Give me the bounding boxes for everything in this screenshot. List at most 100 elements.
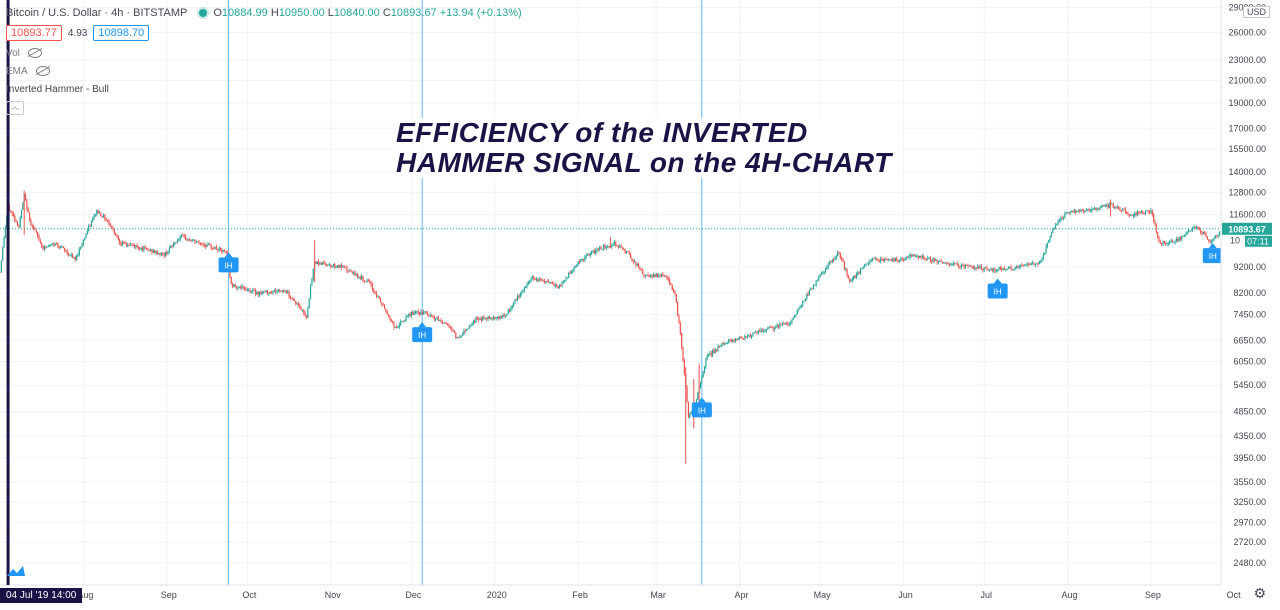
candle-body <box>775 325 777 329</box>
candle-body <box>865 263 867 266</box>
candle-body <box>939 260 941 262</box>
candle-body <box>498 317 500 319</box>
candle-body <box>683 360 685 374</box>
symbol-title[interactable]: Bitcoin / U.S. Dollar · 4h · BITSTAMP <box>6 7 188 19</box>
time-tick-label: Jun <box>898 590 913 600</box>
candle-body <box>596 248 598 251</box>
price-tick-label: 21000.00 <box>1228 76 1266 86</box>
candle-body <box>916 255 918 257</box>
candle-body <box>716 349 718 351</box>
candle-body <box>176 239 179 244</box>
eye-hidden-icon[interactable] <box>27 48 42 58</box>
candle-body <box>457 337 460 339</box>
candle-body <box>635 261 637 266</box>
candle-body <box>896 258 898 261</box>
currency-badge[interactable]: USD <box>1242 6 1270 18</box>
candle-body <box>305 315 308 318</box>
candle-body <box>565 278 567 281</box>
price-tick-label: 15500.00 <box>1228 144 1266 154</box>
candle-body <box>307 307 309 318</box>
candle-body <box>1153 214 1155 222</box>
candle-body <box>137 246 140 249</box>
candle-body <box>804 299 806 302</box>
candle-body <box>1061 217 1063 219</box>
candle-body <box>151 249 153 253</box>
candle-body <box>1158 236 1160 242</box>
candle-body <box>547 281 550 283</box>
candle-body <box>1100 206 1102 209</box>
candle-body <box>720 345 722 347</box>
candle-body <box>483 317 485 319</box>
candle-body <box>1013 269 1015 271</box>
candle-body <box>47 246 50 248</box>
candle-body <box>1091 209 1093 211</box>
candle-body <box>449 326 452 329</box>
buy-price-button[interactable]: 10898.70 <box>93 25 150 41</box>
candle-body <box>359 277 361 279</box>
candle-body <box>1107 204 1109 208</box>
candle-body <box>954 263 956 265</box>
indicator-vol[interactable]: Vol <box>6 44 522 62</box>
candle-body <box>1072 210 1074 213</box>
tradingview-logo-icon[interactable] <box>6 564 26 578</box>
candle-body <box>72 254 74 258</box>
candle-body <box>229 268 231 277</box>
candle-body <box>1022 265 1024 267</box>
time-axis-background[interactable] <box>0 585 1280 605</box>
candle-body <box>851 279 854 281</box>
indicator-inverted-hammer[interactable]: Inverted Hammer - Bull <box>6 80 522 98</box>
candle-body <box>1041 258 1043 262</box>
candle-body <box>642 269 644 275</box>
candle-body <box>199 242 201 245</box>
candle-body <box>159 253 161 255</box>
candle-body <box>518 296 520 298</box>
candle-body <box>404 320 406 322</box>
candle-body <box>1124 209 1126 212</box>
candle-body <box>572 270 574 272</box>
candle-body <box>301 309 304 311</box>
candle-body <box>51 244 54 245</box>
candle-body <box>991 268 993 271</box>
candle-body <box>677 302 679 316</box>
candle-body <box>857 272 859 275</box>
price-axis[interactable]: 29000.0026000.0023000.0021000.0019000.00… <box>1228 3 1266 568</box>
candle-body <box>949 264 952 266</box>
candle-body <box>615 242 617 246</box>
candle-body <box>726 342 728 344</box>
candle-body <box>1064 213 1066 218</box>
signal-marker-arrow <box>993 278 1002 284</box>
candle-body <box>597 248 599 250</box>
candle-body <box>554 284 556 287</box>
price-axis-background[interactable] <box>1221 0 1280 585</box>
candle-body <box>880 258 882 262</box>
eye-hidden-icon[interactable] <box>35 66 50 76</box>
candle-body <box>276 291 278 293</box>
candle-body <box>214 246 216 249</box>
candle-body <box>1142 211 1144 214</box>
candle-body <box>1038 261 1040 265</box>
candle-body <box>42 246 44 250</box>
signal-marker <box>412 327 433 343</box>
candle-body <box>815 280 817 285</box>
candle-body <box>1017 266 1019 268</box>
candle-body <box>636 263 638 266</box>
candle-body <box>426 312 429 316</box>
candle-body <box>1154 221 1156 225</box>
candle-body <box>492 317 495 320</box>
chevron-up-icon[interactable]: ︿ <box>6 101 24 115</box>
candle-body <box>679 323 681 334</box>
candle-body <box>772 327 774 330</box>
sell-price-button[interactable]: 10893.77 <box>6 25 62 41</box>
candle-body <box>920 256 922 258</box>
indicator-ema[interactable]: EMA <box>6 62 522 80</box>
candle-body <box>205 245 207 247</box>
gear-icon[interactable]: ⚙ <box>1253 585 1266 601</box>
candle-body <box>324 262 326 265</box>
time-axis[interactable]: Aug Sep Oct Nov Dec 2020 Feb Mar Apr May Jun Jul Aug… <box>77 590 1241 600</box>
candle-body <box>128 245 130 246</box>
candle-body <box>390 319 392 323</box>
candle-body <box>297 303 300 306</box>
candle-body <box>441 321 443 323</box>
